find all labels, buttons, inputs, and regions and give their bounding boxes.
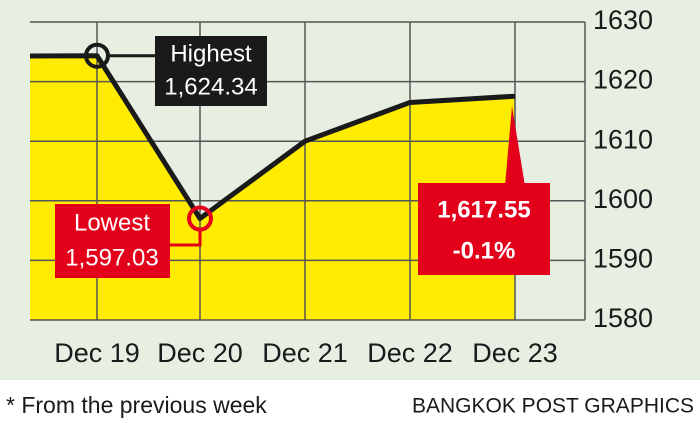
value-label: 1,617.55 bbox=[437, 196, 530, 223]
y-tick-label: 1630 bbox=[593, 5, 653, 35]
y-tick-label: 1620 bbox=[593, 65, 653, 95]
y-tick-label: 1590 bbox=[593, 244, 653, 274]
label-pointer bbox=[505, 106, 525, 186]
annotation: -0.1% bbox=[453, 237, 516, 264]
label-box bbox=[155, 36, 267, 106]
marker bbox=[187, 205, 213, 232]
source: BANGKOK POST GRAPHICS bbox=[412, 395, 694, 418]
value-label: 1,597.03 bbox=[65, 244, 158, 271]
value-label: 1,624.34 bbox=[164, 73, 257, 100]
y-tick-label: 1580 bbox=[593, 303, 653, 333]
x-tick-label: Dec 22 bbox=[367, 338, 453, 368]
footnote: * From the previous week bbox=[6, 392, 267, 418]
connector bbox=[168, 228, 202, 247]
label-box bbox=[418, 183, 550, 275]
annotation: Highest bbox=[170, 40, 252, 67]
x-tick-label: Dec 19 bbox=[54, 338, 140, 368]
x-tick-label: Dec 23 bbox=[472, 338, 558, 368]
x-tick-label: Dec 21 bbox=[262, 338, 348, 368]
y-tick-label: 1610 bbox=[593, 124, 653, 154]
x-tick-label: Dec 20 bbox=[157, 338, 243, 368]
footer-band bbox=[0, 380, 700, 429]
y-tick-label: 1600 bbox=[593, 184, 653, 214]
annotation: Lowest bbox=[74, 209, 150, 236]
label-box bbox=[55, 204, 170, 278]
